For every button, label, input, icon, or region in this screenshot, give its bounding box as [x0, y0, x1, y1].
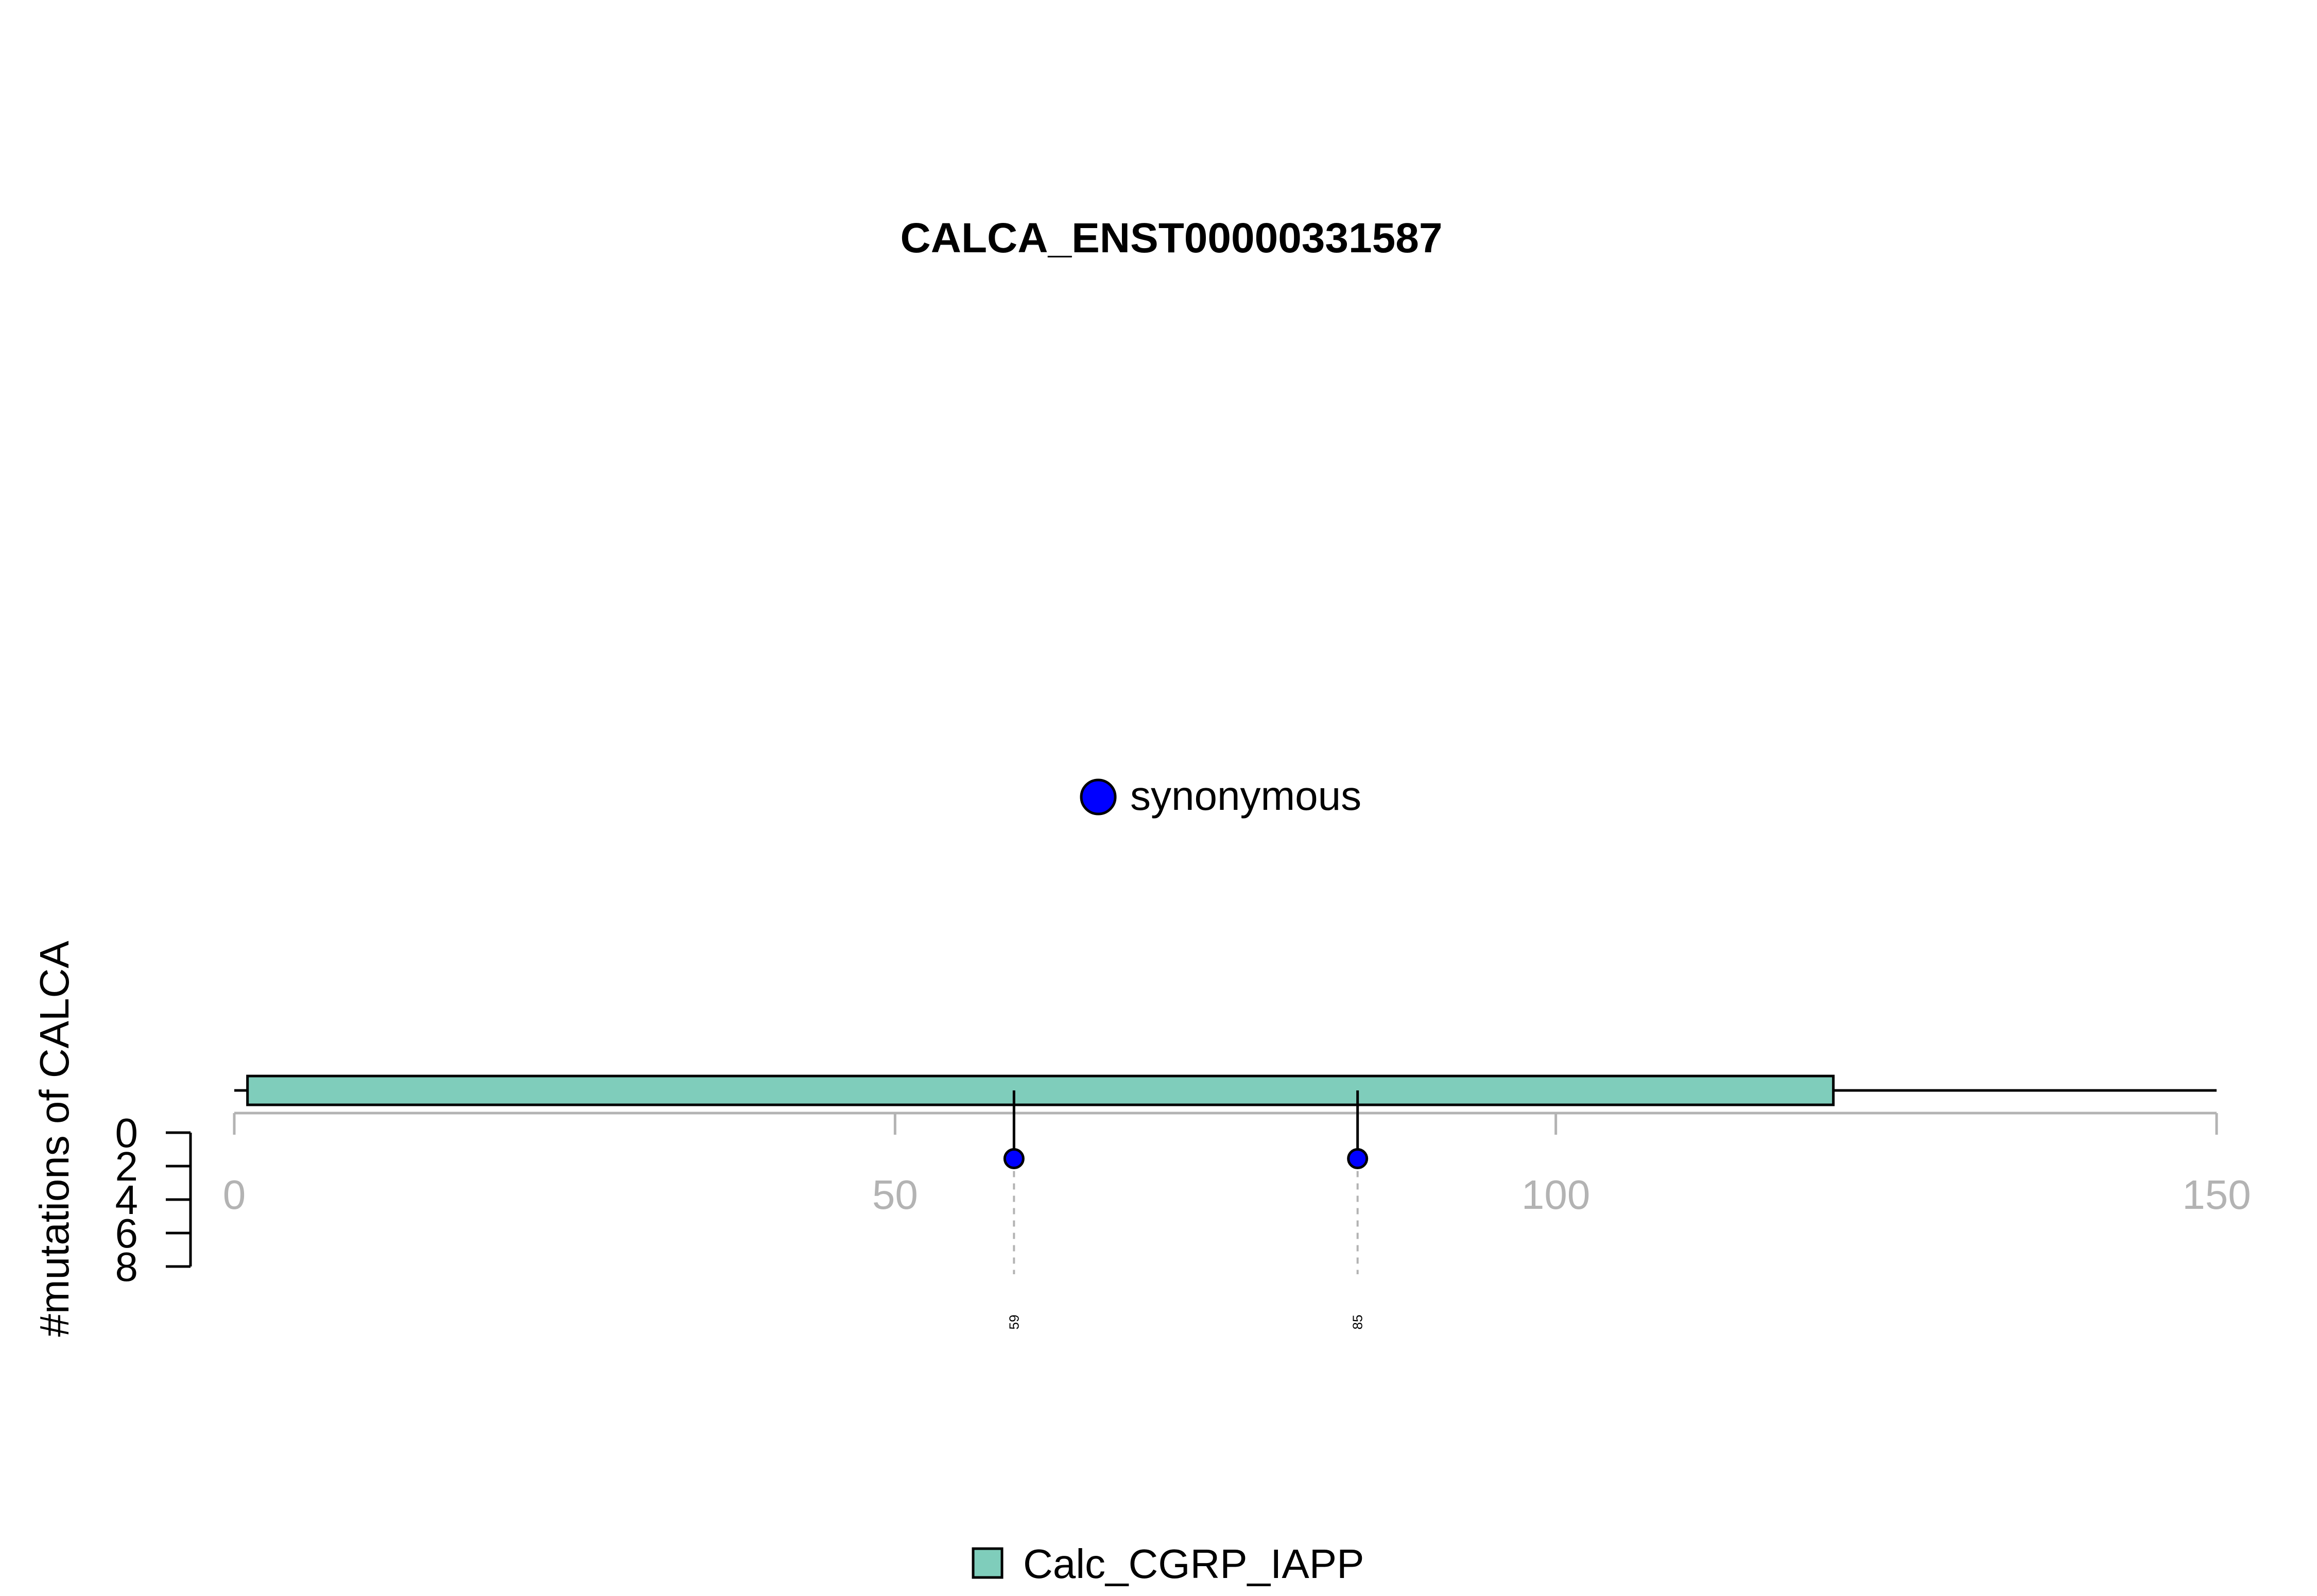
- domain-layer: [246, 1074, 1835, 1106]
- domain-legend: Calc_CGRP_IAPP: [972, 1541, 1364, 1587]
- y-axis-label: #mutations of CALCA: [31, 941, 77, 1337]
- legend-domain-label: Calc_CGRP_IAPP: [1023, 1541, 1364, 1587]
- chart-title: CALCA_ENST00000331587: [901, 215, 1443, 262]
- mutation-point-85: [1347, 1148, 1369, 1169]
- mutation-point-59: [1003, 1148, 1025, 1169]
- x-axis: 0 50 100 150: [223, 1112, 2251, 1218]
- domain-box-0: [246, 1074, 1835, 1106]
- y-tick-label-8: 8: [115, 1244, 139, 1290]
- y-tick-label-0: 0: [115, 1110, 139, 1156]
- y-tick-label-4: 4: [115, 1177, 139, 1223]
- legend-domain-swatch: [972, 1547, 1004, 1579]
- y-tick-label-6: 6: [115, 1210, 139, 1256]
- x-tick-label-100: 100: [1521, 1172, 1590, 1218]
- mutation-layer: 59 85: [1003, 1090, 1369, 1330]
- y-tick-label-2: 2: [115, 1143, 139, 1189]
- mutation-label-59: 59: [1006, 1315, 1022, 1330]
- x-tick-label-50: 50: [872, 1172, 918, 1218]
- mutation-legend: synonymous: [1080, 773, 1361, 819]
- x-tick-label-150: 150: [2182, 1172, 2251, 1218]
- legend-synonymous-label: synonymous: [1130, 773, 1361, 819]
- mutation-label-85: 85: [1350, 1315, 1365, 1330]
- x-tick-label-0: 0: [223, 1172, 246, 1218]
- legend-synonymous-marker: [1080, 778, 1117, 816]
